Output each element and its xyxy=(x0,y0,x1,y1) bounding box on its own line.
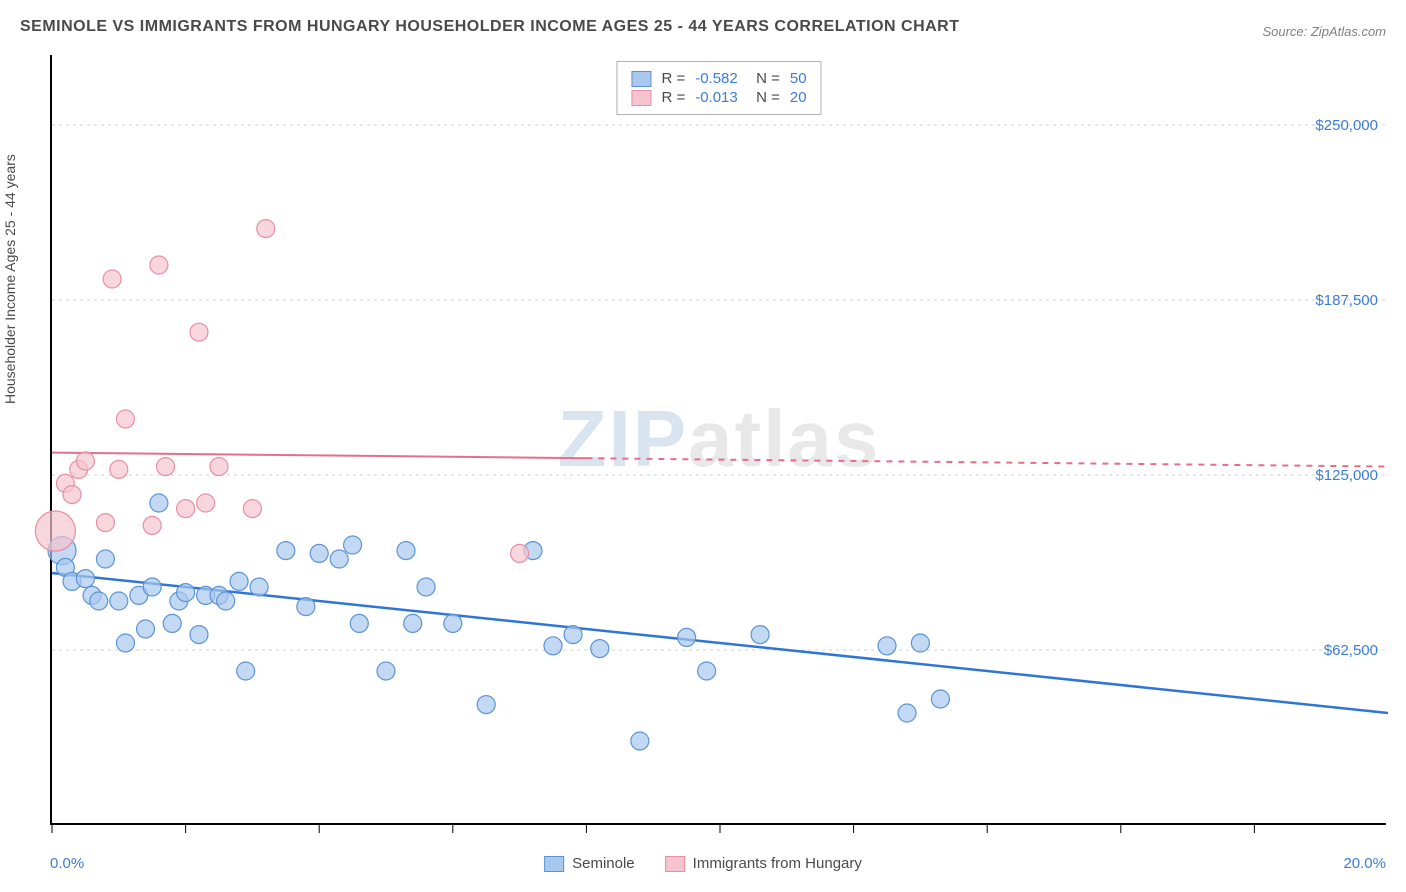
x-axis-min-label: 0.0% xyxy=(50,855,84,872)
swatch-seminole-icon xyxy=(544,856,564,872)
legend-label-seminole: Seminole xyxy=(572,855,635,872)
svg-text:$62,500: $62,500 xyxy=(1324,642,1378,659)
y-axis-title: Householder Income Ages 25 - 44 years xyxy=(2,154,18,404)
chart-title: SEMINOLE VS IMMIGRANTS FROM HUNGARY HOUS… xyxy=(20,18,960,36)
svg-text:$187,500: $187,500 xyxy=(1315,292,1378,309)
legend-item-hungary: Immigrants from Hungary xyxy=(665,855,862,872)
plot-svg: $62,500 $125,000 $187,500 $250,000 xyxy=(52,55,1386,823)
svg-text:$250,000: $250,000 xyxy=(1315,117,1378,134)
legend-item-seminole: Seminole xyxy=(544,855,635,872)
swatch-hungary-icon xyxy=(665,856,685,872)
series-legend: Seminole Immigrants from Hungary xyxy=(544,855,862,872)
source-label: Source: ZipAtlas.com xyxy=(1262,24,1386,39)
plot-area: ZIPatlas R = -0.582 N = 50 R = -0.013 N … xyxy=(50,55,1386,825)
legend-label-hungary: Immigrants from Hungary xyxy=(693,855,862,872)
x-axis-max-label: 20.0% xyxy=(1343,855,1386,872)
chart-container: SEMINOLE VS IMMIGRANTS FROM HUNGARY HOUS… xyxy=(0,0,1406,892)
svg-text:$125,000: $125,000 xyxy=(1315,467,1378,484)
